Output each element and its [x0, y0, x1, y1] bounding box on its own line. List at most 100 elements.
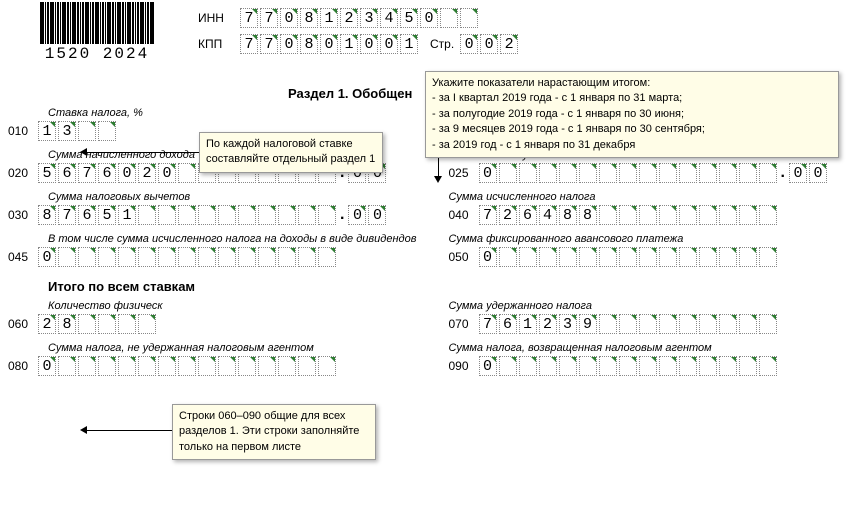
cell[interactable] [178, 247, 196, 267]
cell[interactable]: 1 [519, 314, 537, 334]
cell[interactable] [440, 8, 458, 28]
cell[interactable] [539, 163, 557, 183]
cell[interactable]: 7 [58, 205, 76, 225]
cell[interactable] [699, 163, 717, 183]
cell[interactable] [298, 247, 316, 267]
cell[interactable]: 1 [340, 34, 358, 54]
l025-dec[interactable]: 00 [789, 163, 827, 183]
cell[interactable]: 0 [479, 356, 497, 376]
cell[interactable] [759, 205, 777, 225]
cell[interactable]: 1 [400, 34, 418, 54]
cell[interactable] [639, 356, 657, 376]
cell[interactable]: 7 [479, 314, 497, 334]
cell[interactable]: 0 [280, 8, 298, 28]
l045-cells[interactable]: 0 [38, 247, 336, 267]
cell[interactable] [599, 163, 617, 183]
cell[interactable] [699, 205, 717, 225]
cell[interactable] [158, 356, 176, 376]
cell[interactable]: 6 [78, 205, 96, 225]
cell[interactable]: 2 [500, 34, 518, 54]
cell[interactable]: 2 [539, 314, 557, 334]
cell[interactable] [719, 356, 737, 376]
l030-int[interactable]: 87651 [38, 205, 336, 225]
cell[interactable] [599, 205, 617, 225]
cell[interactable] [218, 247, 236, 267]
cell[interactable] [278, 247, 296, 267]
cell[interactable] [258, 205, 276, 225]
cell[interactable] [559, 247, 577, 267]
cell[interactable]: 0 [368, 205, 386, 225]
cell[interactable] [118, 247, 136, 267]
l070-cells[interactable]: 761239 [479, 314, 777, 334]
l090-cells[interactable]: 0 [479, 356, 777, 376]
cell[interactable]: 3 [58, 121, 76, 141]
cell[interactable] [719, 205, 737, 225]
cell[interactable] [759, 163, 777, 183]
cell[interactable]: 0 [480, 34, 498, 54]
cell[interactable] [78, 314, 96, 334]
cell[interactable]: 4 [380, 8, 398, 28]
cell[interactable]: 0 [118, 163, 136, 183]
cell[interactable]: 1 [38, 121, 56, 141]
cell[interactable] [298, 356, 316, 376]
cell[interactable]: 3 [360, 8, 378, 28]
cell[interactable] [499, 247, 517, 267]
cell[interactable] [699, 314, 717, 334]
cell[interactable] [238, 356, 256, 376]
cell[interactable] [519, 356, 537, 376]
cell[interactable] [178, 163, 196, 183]
cell[interactable] [719, 247, 737, 267]
l025-int[interactable]: 0 [479, 163, 777, 183]
cell[interactable]: 7 [240, 8, 258, 28]
cell[interactable]: 0 [460, 34, 478, 54]
cell[interactable] [238, 247, 256, 267]
cell[interactable] [619, 356, 637, 376]
cell[interactable]: 8 [559, 205, 577, 225]
l050-cells[interactable]: 0 [479, 247, 777, 267]
cell[interactable] [599, 314, 617, 334]
cell[interactable] [579, 247, 597, 267]
cell[interactable] [138, 314, 156, 334]
cell[interactable] [699, 247, 717, 267]
cell[interactable]: 5 [38, 163, 56, 183]
cell[interactable] [679, 163, 697, 183]
cell[interactable] [619, 247, 637, 267]
l010-cells[interactable]: 13 [38, 121, 116, 141]
cell[interactable] [118, 314, 136, 334]
cell[interactable] [318, 247, 336, 267]
cell[interactable] [739, 314, 757, 334]
cell[interactable]: 5 [98, 205, 116, 225]
cell[interactable]: 0 [280, 34, 298, 54]
cell[interactable]: 0 [380, 34, 398, 54]
cell[interactable]: 2 [138, 163, 156, 183]
cell[interactable] [539, 356, 557, 376]
cell[interactable] [499, 356, 517, 376]
l060-cells[interactable]: 28 [38, 314, 156, 334]
cell[interactable] [318, 356, 336, 376]
cell[interactable] [579, 356, 597, 376]
cell[interactable] [519, 163, 537, 183]
cell[interactable]: 6 [58, 163, 76, 183]
cell[interactable]: 9 [579, 314, 597, 334]
cell[interactable] [539, 247, 557, 267]
l080-cells[interactable]: 0 [38, 356, 336, 376]
cell[interactable] [318, 205, 336, 225]
cell[interactable] [759, 314, 777, 334]
cell[interactable]: 0 [479, 163, 497, 183]
cell[interactable] [559, 356, 577, 376]
cell[interactable] [178, 205, 196, 225]
cell[interactable] [138, 205, 156, 225]
cell[interactable] [460, 8, 478, 28]
l030-dec[interactable]: 00 [348, 205, 386, 225]
cell[interactable] [639, 314, 657, 334]
cell[interactable]: 8 [579, 205, 597, 225]
cell[interactable] [198, 356, 216, 376]
cell[interactable]: 4 [539, 205, 557, 225]
cell[interactable] [98, 356, 116, 376]
cell[interactable] [719, 314, 737, 334]
cell[interactable]: 0 [158, 163, 176, 183]
cell[interactable] [679, 314, 697, 334]
cell[interactable] [138, 247, 156, 267]
cell[interactable] [278, 205, 296, 225]
cell[interactable]: 0 [38, 247, 56, 267]
